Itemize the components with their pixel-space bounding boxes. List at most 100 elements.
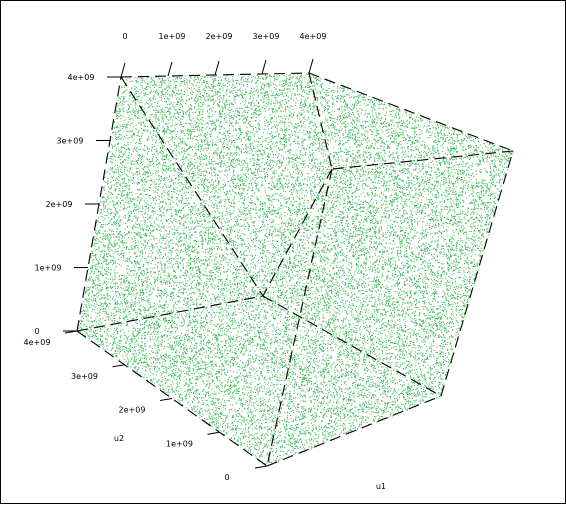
point <box>439 141 440 143</box>
point <box>234 244 236 246</box>
point <box>104 235 106 237</box>
point <box>360 193 362 195</box>
point <box>295 364 297 366</box>
point <box>184 361 186 363</box>
point <box>301 175 303 177</box>
point <box>306 315 308 317</box>
point <box>290 341 292 343</box>
point <box>323 225 325 227</box>
point <box>225 362 227 364</box>
point <box>103 261 105 263</box>
point <box>248 342 250 343</box>
point <box>130 142 132 144</box>
point <box>425 366 426 368</box>
point <box>386 404 388 406</box>
point <box>186 179 187 181</box>
point <box>390 397 392 399</box>
point <box>186 79 188 81</box>
point <box>157 152 159 154</box>
point <box>153 289 155 290</box>
point <box>235 379 237 381</box>
point <box>337 95 339 96</box>
point <box>269 159 271 161</box>
point <box>232 206 234 208</box>
point <box>299 238 301 240</box>
point <box>110 158 112 160</box>
point <box>314 315 316 317</box>
point <box>331 280 333 282</box>
point <box>354 419 356 421</box>
point <box>386 236 388 238</box>
point <box>316 310 318 312</box>
point <box>366 407 368 409</box>
point <box>425 353 427 354</box>
point <box>147 262 149 263</box>
point <box>167 198 169 200</box>
point <box>231 351 233 353</box>
point <box>240 140 242 142</box>
point <box>327 393 329 395</box>
point <box>376 210 378 211</box>
point <box>232 416 234 418</box>
point <box>183 164 185 166</box>
point <box>224 137 226 139</box>
point <box>252 105 254 107</box>
point <box>308 93 310 95</box>
point <box>339 354 341 355</box>
point <box>454 211 456 213</box>
point <box>253 88 255 90</box>
point <box>291 184 292 186</box>
point <box>423 237 425 239</box>
point <box>388 303 389 305</box>
point <box>136 205 138 207</box>
point <box>328 298 330 300</box>
point <box>453 245 455 247</box>
point <box>335 273 337 275</box>
point <box>365 319 367 321</box>
point <box>195 96 197 98</box>
point <box>188 389 190 391</box>
point <box>341 236 343 238</box>
point <box>101 288 103 290</box>
point <box>316 297 318 299</box>
point <box>458 221 460 223</box>
point <box>287 91 289 93</box>
point <box>223 127 225 129</box>
point <box>313 82 315 84</box>
point <box>434 233 436 235</box>
point <box>136 81 138 82</box>
point <box>440 312 442 314</box>
point <box>467 238 469 240</box>
point <box>110 209 112 211</box>
point <box>143 156 145 158</box>
point <box>309 86 311 88</box>
point <box>107 264 109 266</box>
point <box>308 87 310 89</box>
point <box>436 276 437 278</box>
point <box>205 169 207 171</box>
point <box>159 280 161 282</box>
point <box>89 279 90 281</box>
point <box>444 158 446 160</box>
point <box>466 135 467 137</box>
point <box>381 380 382 382</box>
point <box>244 187 246 189</box>
point <box>288 274 290 276</box>
point <box>182 258 184 260</box>
point <box>144 366 146 368</box>
point <box>247 196 249 198</box>
point <box>195 185 197 187</box>
point <box>92 299 94 301</box>
point <box>159 78 161 80</box>
point <box>151 157 153 159</box>
point <box>127 260 128 262</box>
point <box>237 163 239 165</box>
point <box>307 73 309 75</box>
point <box>316 358 318 360</box>
point <box>263 245 265 247</box>
point <box>256 389 258 391</box>
point <box>208 220 210 222</box>
point <box>138 302 140 304</box>
point <box>385 407 387 409</box>
point <box>438 334 440 336</box>
